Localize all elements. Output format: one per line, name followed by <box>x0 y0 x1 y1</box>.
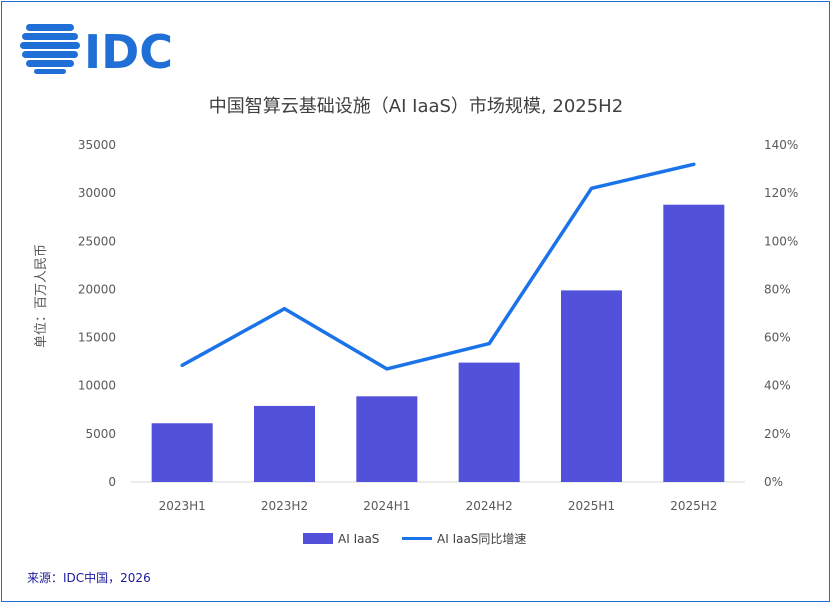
line-series <box>180 162 696 371</box>
bar-2024H1 <box>356 396 418 482</box>
left-tick-label: 0 <box>108 475 116 489</box>
left-axis-ticks: 0 5000 10000 15000 20000 25000 30000 35000 <box>78 138 116 489</box>
left-tick-label: 5000 <box>85 427 116 441</box>
right-tick-label: 100% <box>764 234 798 248</box>
right-tick-label: 120% <box>764 186 798 200</box>
chart-title: 中国智算云基础设施（AI IaaS）市场规模, 2025H2 <box>209 96 623 117</box>
bar-2024H2 <box>458 362 520 482</box>
left-tick-label: 15000 <box>78 331 116 345</box>
left-tick-label: 10000 <box>78 379 116 393</box>
x-tick-label: 2025H2 <box>670 499 717 513</box>
idc-logo-globe-icon <box>20 24 80 74</box>
right-axis-ticks: 0% 20% 40% 60% 80% 100% 120% 140% <box>764 138 798 489</box>
legend-label-line: AI IaaS同比增速 <box>437 532 526 546</box>
bar-2025H2 <box>663 204 725 482</box>
left-tick-label: 30000 <box>78 186 116 200</box>
growth-line <box>180 162 696 371</box>
x-tick-label: 2024H2 <box>466 499 513 513</box>
left-tick-label: 25000 <box>78 234 116 248</box>
x-tick-label: 2024H1 <box>363 499 410 513</box>
source-note: 来源：IDC中国，2026 <box>27 570 151 585</box>
x-axis-ticks: 2023H1 2023H2 2024H1 2024H2 2025H1 2025H2 <box>159 499 718 513</box>
idc-logo-text: IDC <box>84 25 173 79</box>
legend-swatch-bar <box>303 533 333 544</box>
x-tick-label: 2025H1 <box>568 499 615 513</box>
right-tick-label: 80% <box>764 282 791 296</box>
bar-2023H1 <box>151 423 213 482</box>
y-axis-label: 单位：百万人民币 <box>34 244 49 348</box>
bar-2025H1 <box>561 290 622 482</box>
legend: AI IaaS AI IaaS同比增速 <box>303 532 526 546</box>
x-tick-label: 2023H1 <box>159 499 206 513</box>
right-tick-label: 20% <box>764 427 791 441</box>
right-tick-label: 60% <box>764 331 791 345</box>
bar-2023H2 <box>254 405 315 482</box>
x-tick-label: 2023H2 <box>261 499 308 513</box>
left-tick-label: 20000 <box>78 282 116 296</box>
right-tick-label: 40% <box>764 379 791 393</box>
right-tick-label: 0% <box>764 475 783 489</box>
legend-label-bar: AI IaaS <box>338 532 379 546</box>
left-tick-label: 35000 <box>78 138 116 152</box>
idc-logo: IDC <box>20 24 173 79</box>
right-tick-label: 140% <box>764 138 798 152</box>
bar-series <box>151 204 725 482</box>
